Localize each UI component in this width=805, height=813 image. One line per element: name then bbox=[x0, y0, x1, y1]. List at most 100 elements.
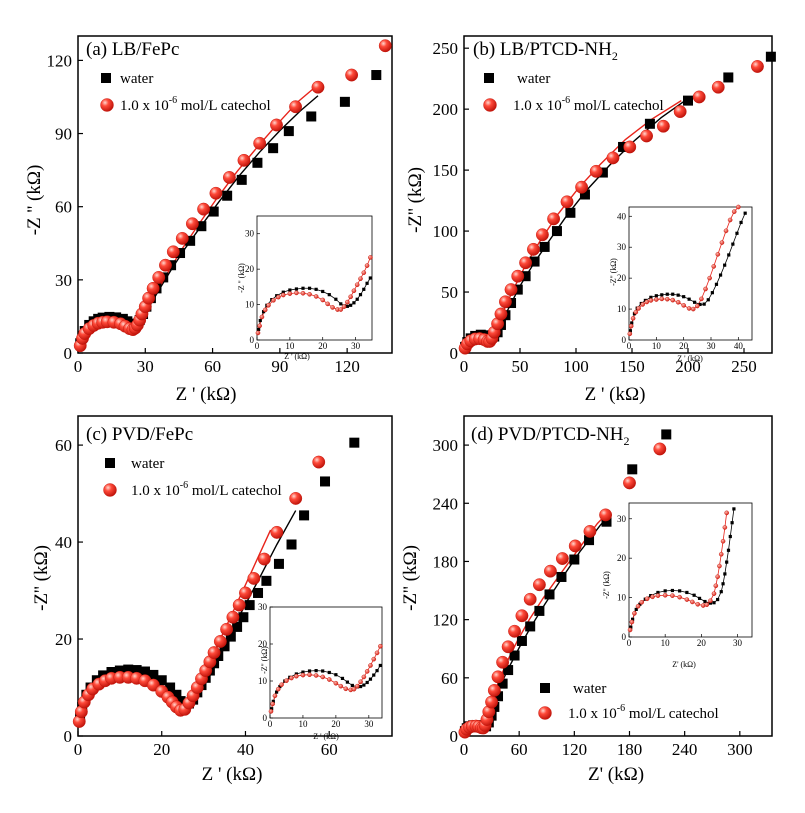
water-point bbox=[565, 207, 576, 218]
water-point bbox=[307, 286, 312, 290]
axes-frame bbox=[77, 35, 393, 354]
catechol-point bbox=[146, 281, 160, 295]
x-tick-label: 50 bbox=[512, 357, 529, 376]
x-axis-label-d: Z' (kΩ) bbox=[588, 764, 644, 785]
catechol-point bbox=[715, 574, 720, 580]
water-point bbox=[320, 476, 331, 487]
plot-area-a: 0 30 60 90 120 0 30 60 90 120 bbox=[47, 35, 393, 376]
catechol-point bbox=[220, 622, 234, 636]
catechol-point bbox=[276, 294, 281, 300]
catechol-point bbox=[639, 600, 644, 605]
catechol-point bbox=[589, 164, 603, 178]
y-tick-label: 30 bbox=[617, 514, 627, 524]
inset-b-ylabel: -Z'' (kΩ) bbox=[609, 258, 618, 286]
catechol-point bbox=[731, 209, 737, 214]
water-point bbox=[253, 587, 264, 598]
catechol-point bbox=[271, 298, 276, 303]
water-point bbox=[627, 464, 638, 475]
catechol-point bbox=[519, 256, 532, 270]
y-tick-label: 20 bbox=[258, 639, 268, 649]
inset-d-ylabel: -Z'' (kΩ) bbox=[602, 571, 611, 599]
y-axis-label-d: -Z'' (kΩ) bbox=[400, 545, 421, 611]
y-tick-label: 50 bbox=[441, 283, 458, 302]
water-point bbox=[340, 676, 345, 681]
inset-c-xlabel: Z ' (kΩ) bbox=[313, 732, 339, 741]
catechol-point bbox=[152, 271, 166, 284]
water-point bbox=[706, 298, 710, 302]
y-tick-label: 40 bbox=[617, 211, 627, 221]
catechol-point bbox=[699, 296, 704, 302]
x-axis-label-a: Z ' (kΩ) bbox=[176, 384, 237, 405]
water-point bbox=[676, 293, 680, 297]
inset-frame bbox=[628, 206, 753, 341]
catechol-point bbox=[673, 105, 687, 118]
y-tick-label: 0 bbox=[64, 344, 73, 363]
catechol-point bbox=[279, 682, 284, 688]
water-point bbox=[539, 241, 550, 252]
catechol-point bbox=[527, 242, 540, 256]
catechol-point bbox=[704, 602, 710, 607]
y-tick-label: 100 bbox=[433, 222, 459, 241]
water-point bbox=[512, 284, 523, 295]
legend-a-water: water bbox=[120, 71, 153, 87]
x-tick-label: 60 bbox=[511, 740, 528, 759]
catechol-point bbox=[633, 309, 639, 315]
y-tick-label: 120 bbox=[47, 51, 73, 70]
water-point bbox=[165, 682, 176, 693]
x-tick-label: 120 bbox=[334, 357, 360, 376]
water-point bbox=[765, 51, 776, 62]
catechol-point bbox=[185, 217, 199, 231]
water-point bbox=[670, 588, 675, 593]
y-tick-label: 90 bbox=[55, 125, 72, 144]
water-point bbox=[321, 669, 325, 673]
inset-a: 0 10 20 30 0 10 20 30 bbox=[245, 215, 373, 351]
catechol-point bbox=[166, 245, 180, 259]
x-tick-label: 0 bbox=[268, 719, 273, 729]
catechol-point bbox=[632, 611, 637, 616]
water-point bbox=[718, 273, 723, 277]
inset-frame bbox=[269, 606, 383, 719]
catechol-point bbox=[351, 288, 357, 294]
x-tick-label: 10 bbox=[285, 341, 295, 351]
catechol-point bbox=[504, 283, 518, 296]
water-point bbox=[579, 189, 590, 200]
y-tick-label: 120 bbox=[433, 611, 459, 630]
water-point bbox=[261, 575, 272, 586]
water-point bbox=[288, 288, 292, 292]
catechol-point bbox=[650, 594, 655, 600]
catechol-point bbox=[664, 296, 670, 302]
water-point bbox=[649, 295, 653, 299]
catechol-point bbox=[289, 100, 302, 114]
x-tick-label: 40 bbox=[237, 740, 254, 759]
y-tick-label: 30 bbox=[617, 242, 627, 252]
x-tick-label: 10 bbox=[661, 638, 671, 648]
inset-a-ylabel: -Z '' (kΩ) bbox=[237, 263, 246, 293]
water-point bbox=[301, 286, 305, 290]
legend-d-catechol: 1.0 x 10-6 mol/L catechol bbox=[568, 703, 719, 722]
x-tick-label: 0 bbox=[627, 638, 632, 648]
water-point bbox=[314, 669, 318, 673]
catechol-point bbox=[364, 263, 370, 268]
water-point bbox=[334, 673, 338, 677]
water-point bbox=[327, 293, 331, 297]
plot-area-c: 0 20 40 60 0 20 40 60 bbox=[55, 415, 393, 759]
y-tick-label: 0 bbox=[64, 727, 73, 746]
catechol-point bbox=[343, 686, 349, 692]
x-tick-label: 0 bbox=[74, 357, 83, 376]
water-point bbox=[225, 631, 236, 642]
water-point bbox=[362, 287, 366, 291]
catechol-point bbox=[487, 684, 501, 697]
water-point bbox=[663, 589, 667, 593]
water-point bbox=[375, 669, 379, 673]
catechol-point bbox=[654, 297, 659, 302]
catechol-point bbox=[257, 323, 262, 329]
axes-frame bbox=[463, 415, 773, 737]
catechol-point bbox=[532, 578, 546, 592]
legend-d: water 1.0 x 10-6 mol/L catechol bbox=[568, 681, 719, 722]
catechol-point bbox=[289, 675, 294, 681]
water-point bbox=[569, 554, 580, 565]
catechol-point bbox=[707, 275, 712, 281]
catechol-point bbox=[718, 551, 724, 557]
y-tick-label: 20 bbox=[617, 553, 627, 563]
catechol-point bbox=[494, 307, 508, 321]
